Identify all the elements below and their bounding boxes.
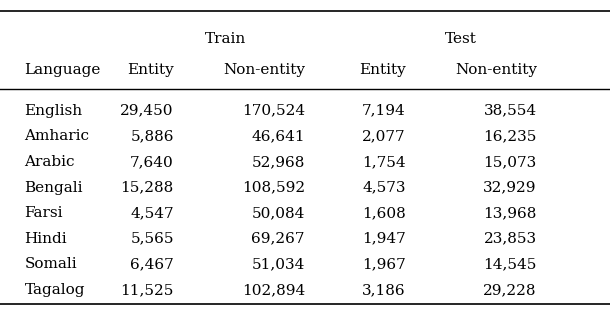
Text: Bengali: Bengali bbox=[24, 181, 83, 194]
Text: 1,947: 1,947 bbox=[362, 232, 406, 246]
Text: Language: Language bbox=[24, 63, 101, 77]
Text: 4,573: 4,573 bbox=[362, 181, 406, 194]
Text: Arabic: Arabic bbox=[24, 155, 75, 169]
Text: 102,894: 102,894 bbox=[242, 283, 305, 297]
Text: Tagalog: Tagalog bbox=[24, 283, 85, 297]
Text: Hindi: Hindi bbox=[24, 232, 67, 246]
Text: 29,228: 29,228 bbox=[483, 283, 537, 297]
Text: 51,034: 51,034 bbox=[251, 257, 305, 271]
Text: 46,641: 46,641 bbox=[251, 129, 305, 143]
Text: Entity: Entity bbox=[127, 63, 174, 77]
Text: 32,929: 32,929 bbox=[483, 181, 537, 194]
Text: 14,545: 14,545 bbox=[483, 257, 537, 271]
Text: Farsi: Farsi bbox=[24, 206, 63, 220]
Text: 15,288: 15,288 bbox=[121, 181, 174, 194]
Text: 69,267: 69,267 bbox=[251, 232, 305, 246]
Text: 1,967: 1,967 bbox=[362, 257, 406, 271]
Text: 5,886: 5,886 bbox=[131, 129, 174, 143]
Text: Test: Test bbox=[445, 32, 476, 46]
Text: Somali: Somali bbox=[24, 257, 77, 271]
Text: 11,525: 11,525 bbox=[120, 283, 174, 297]
Text: 38,554: 38,554 bbox=[484, 104, 537, 118]
Text: 15,073: 15,073 bbox=[484, 155, 537, 169]
Text: 1,754: 1,754 bbox=[362, 155, 406, 169]
Text: 3,186: 3,186 bbox=[362, 283, 406, 297]
Text: Entity: Entity bbox=[359, 63, 406, 77]
Text: 2,077: 2,077 bbox=[362, 129, 406, 143]
Text: 29,450: 29,450 bbox=[120, 104, 174, 118]
Text: 16,235: 16,235 bbox=[483, 129, 537, 143]
Text: 170,524: 170,524 bbox=[242, 104, 305, 118]
Text: Non-entity: Non-entity bbox=[455, 63, 537, 77]
Text: Train: Train bbox=[205, 32, 246, 46]
Text: 52,968: 52,968 bbox=[251, 155, 305, 169]
Text: 4,547: 4,547 bbox=[130, 206, 174, 220]
Text: 7,640: 7,640 bbox=[130, 155, 174, 169]
Text: 108,592: 108,592 bbox=[242, 181, 305, 194]
Text: 50,084: 50,084 bbox=[251, 206, 305, 220]
Text: 6,467: 6,467 bbox=[130, 257, 174, 271]
Text: 23,853: 23,853 bbox=[484, 232, 537, 246]
Text: 7,194: 7,194 bbox=[362, 104, 406, 118]
Text: Amharic: Amharic bbox=[24, 129, 90, 143]
Text: Non-entity: Non-entity bbox=[223, 63, 305, 77]
Text: 13,968: 13,968 bbox=[483, 206, 537, 220]
Text: English: English bbox=[24, 104, 82, 118]
Text: 5,565: 5,565 bbox=[131, 232, 174, 246]
Text: 1,608: 1,608 bbox=[362, 206, 406, 220]
